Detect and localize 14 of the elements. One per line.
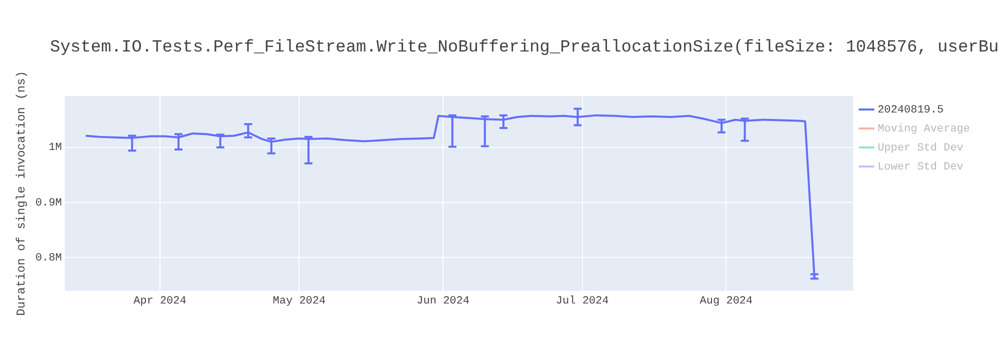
y-tick-label: 0.8M bbox=[35, 252, 62, 265]
legend-label: 20240819.5 bbox=[878, 104, 944, 116]
legend-label: Moving Average bbox=[878, 123, 970, 136]
chart-title: System.IO.Tests.Perf_FileStream.Write_NoBuffering_PreallocationSize(fileSize: 1048576, userBu bbox=[50, 38, 999, 58]
y-tick-label: 0.9M bbox=[35, 197, 62, 210]
x-tick-label: Jun 2024 bbox=[416, 295, 470, 308]
legend-label: Upper Std Dev bbox=[878, 142, 964, 154]
x-tick-label: Aug 2024 bbox=[700, 295, 754, 308]
x-tick-label: Jul 2024 bbox=[556, 295, 610, 308]
x-tick-label: May 2024 bbox=[272, 295, 326, 308]
y-tick-label: 1M bbox=[48, 142, 62, 154]
legend-label: Lower Std Dev bbox=[878, 161, 964, 174]
x-tick-label: Apr 2024 bbox=[134, 295, 187, 308]
y-axis-title: Duration of single invocation (ns) bbox=[14, 70, 28, 316]
